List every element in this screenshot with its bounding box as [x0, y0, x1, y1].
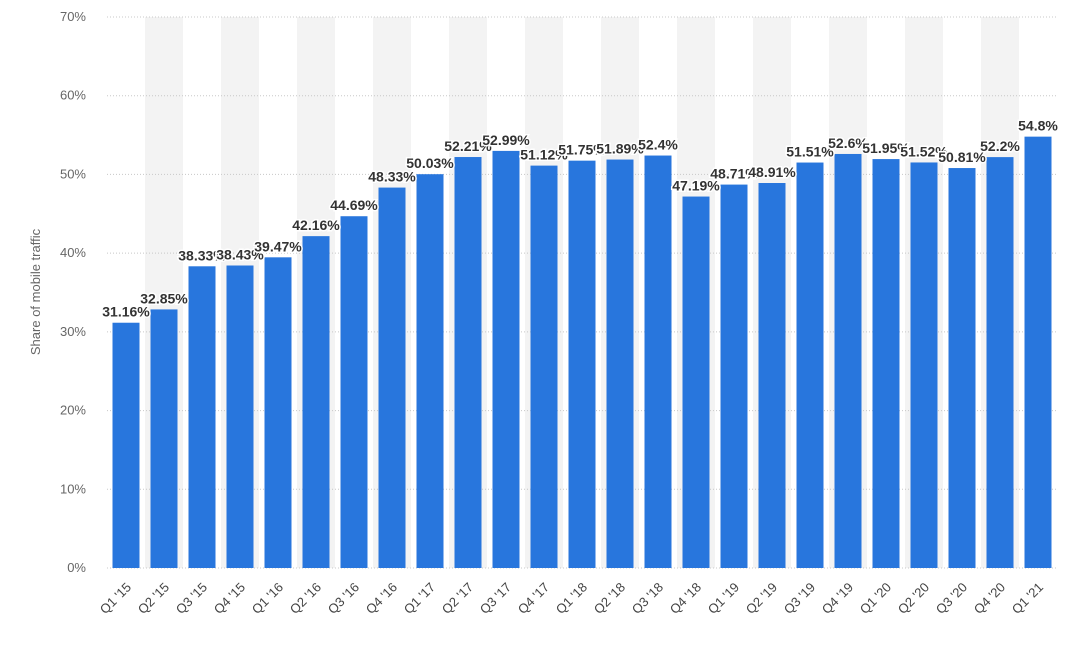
data-label: 52.4% [638, 137, 678, 153]
x-axis-ticks: Q1 '15 Q2 '15 Q3 '15 Q4 '15 Q1 '16 Q2 '16 Q3 '… [97, 580, 1046, 617]
x-tick-label: Q1 '17 [401, 580, 438, 617]
bar[interactable] [986, 157, 1014, 568]
y-tick-label: 70% [60, 9, 86, 24]
y-axis-ticks: 0% 10% 20% 30% 40% 50% 60% 70% [60, 9, 86, 575]
data-label: 51.75% [558, 142, 606, 158]
y-tick-label: 50% [60, 166, 86, 181]
data-label: 39.47% [254, 238, 302, 254]
bar[interactable] [302, 236, 330, 568]
bar[interactable] [606, 159, 634, 568]
bar[interactable] [758, 183, 786, 568]
x-tick-label: Q1 '20 [857, 580, 894, 617]
x-tick-label: Q4 '16 [363, 580, 400, 617]
bar[interactable] [416, 174, 444, 568]
data-label: 38.33% [178, 247, 226, 263]
x-tick-label: Q2 '16 [287, 580, 324, 617]
data-label: 48.91% [748, 164, 796, 180]
x-tick-label: Q1 '18 [553, 580, 590, 617]
x-tick-label: Q4 '17 [515, 580, 552, 617]
bar[interactable] [644, 155, 672, 568]
bar[interactable] [492, 150, 520, 568]
bar[interactable] [796, 162, 824, 568]
x-tick-label: Q3 '15 [173, 580, 210, 617]
x-tick-label: Q2 '17 [439, 580, 476, 617]
data-label: 38.43% [216, 247, 264, 263]
x-tick-label: Q2 '18 [591, 580, 628, 617]
x-tick-label: Q3 '17 [477, 580, 514, 617]
bar[interactable] [720, 184, 748, 569]
data-label: 50.81% [938, 149, 986, 165]
data-label: 52.6% [828, 135, 868, 151]
x-tick-label: Q1 '15 [97, 580, 134, 617]
bar[interactable] [682, 196, 710, 568]
data-label: 32.85% [140, 290, 188, 306]
bar[interactable] [872, 159, 900, 568]
bar[interactable] [150, 309, 178, 568]
x-tick-label: Q4 '20 [971, 580, 1008, 617]
x-tick-label: Q3 '20 [933, 580, 970, 617]
bar[interactable] [1024, 136, 1052, 568]
data-label: 51.51% [786, 144, 834, 160]
bar[interactable] [340, 216, 368, 568]
x-tick-label: Q1 '21 [1009, 580, 1046, 617]
bar[interactable] [568, 160, 596, 568]
data-label: 44.69% [330, 197, 378, 213]
data-label: 48.33% [368, 169, 416, 185]
data-label: 31.16% [102, 304, 150, 320]
data-label: 52.2% [980, 138, 1020, 154]
x-tick-label: Q3 '19 [781, 580, 818, 617]
y-axis-label: Share of mobile traffic [28, 228, 43, 355]
bars [112, 136, 1052, 569]
data-label: 51.95% [862, 140, 910, 156]
data-label: 54.8% [1018, 118, 1058, 134]
data-label: 51.89% [596, 141, 644, 157]
x-tick-label: Q3 '18 [629, 580, 666, 617]
x-tick-label: Q2 '20 [895, 580, 932, 617]
bar[interactable] [264, 257, 292, 568]
data-labels: 31.16%32.85% 38.33%38.43%39.47% 42.16% 44.6… [101, 116, 1060, 321]
bar[interactable] [188, 266, 216, 568]
y-tick-label: 10% [60, 481, 86, 496]
x-tick-label: Q3 '16 [325, 580, 362, 617]
x-tick-label: Q1 '16 [249, 580, 286, 617]
y-tick-label: 20% [60, 403, 86, 418]
x-tick-label: Q1 '19 [705, 580, 742, 617]
data-label: 52.21% [444, 138, 492, 154]
x-tick-label: Q4 '19 [819, 580, 856, 617]
bar[interactable] [226, 265, 254, 568]
bar[interactable] [112, 322, 140, 568]
y-tick-label: 60% [60, 88, 86, 103]
bar[interactable] [834, 153, 862, 568]
data-label: 51.52% [900, 143, 948, 159]
y-tick-label: 40% [60, 245, 86, 260]
bar[interactable] [948, 168, 976, 568]
bar[interactable] [378, 187, 406, 568]
data-label: 50.03% [406, 155, 454, 171]
y-tick-label: 30% [60, 324, 86, 339]
x-tick-label: Q2 '15 [135, 580, 172, 617]
x-tick-label: Q2 '19 [743, 580, 780, 617]
data-label: 48.71% [710, 166, 758, 182]
y-tick-label: 0% [67, 560, 86, 575]
x-tick-label: Q4 '18 [667, 580, 704, 617]
data-label: 52.99% [482, 132, 530, 148]
bar[interactable] [530, 165, 558, 569]
data-label: 42.16% [292, 217, 340, 233]
bar[interactable] [910, 162, 938, 569]
x-tick-label: Q4 '15 [211, 580, 248, 617]
data-label: 51.12% [520, 147, 568, 163]
bar[interactable] [454, 157, 482, 568]
data-label: 47.19% [672, 178, 720, 194]
